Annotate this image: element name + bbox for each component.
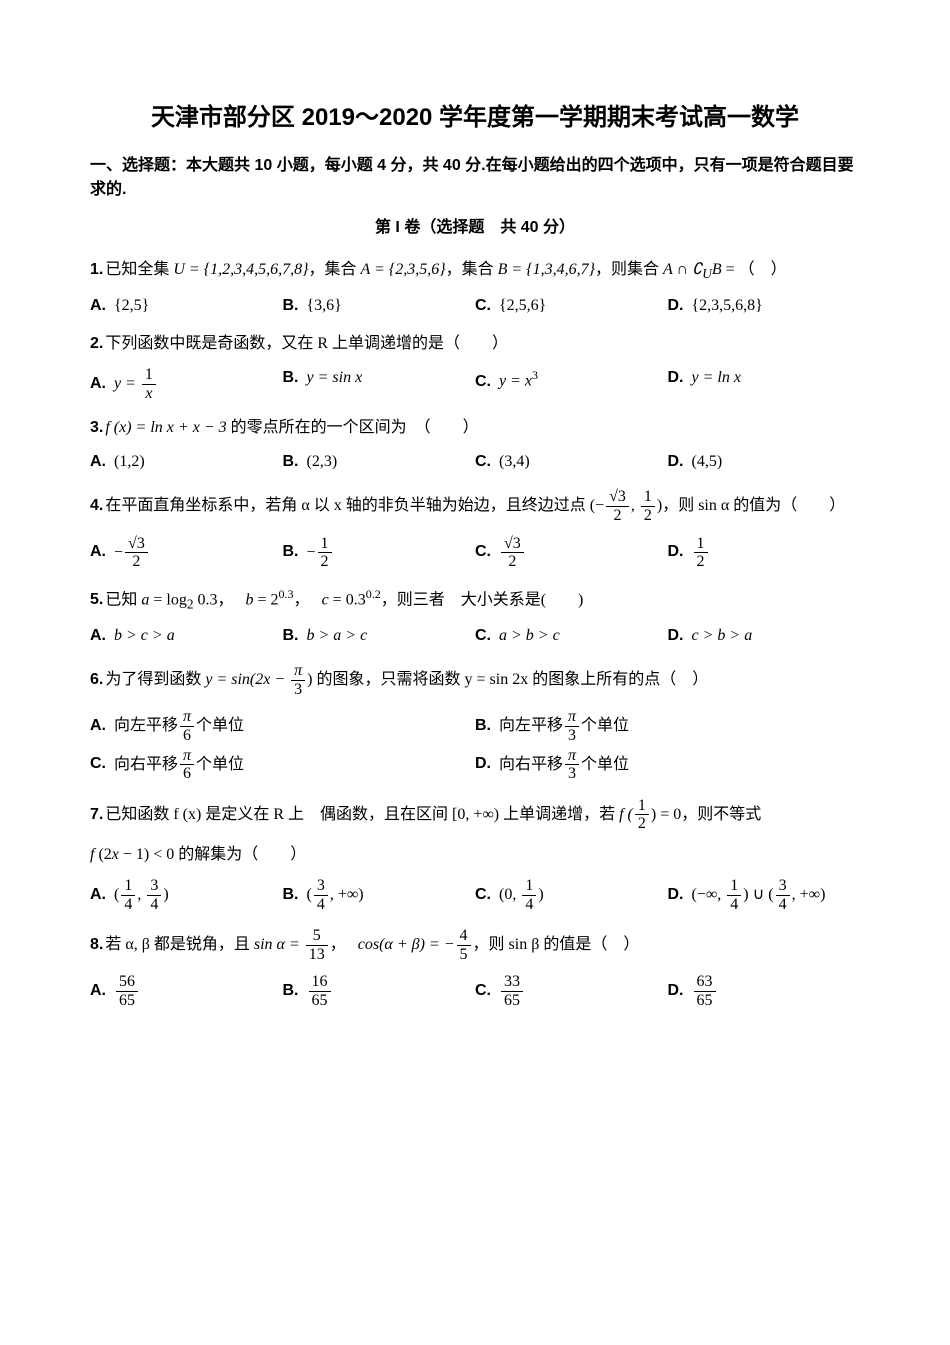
q4-opt-c: C. √32 [475,535,668,571]
q1-opt-d: D. {2,3,5,6,8} [668,294,861,318]
q5-options: A. b > c > a B. b > a > c C. a > b > c D… [90,624,860,648]
q5-opt-b: B. b > a > c [283,624,476,648]
q2-opt-b: B. y = sin x [283,366,476,402]
q1-stem: 1.已知全集 U = {1,2,3,4,5,6,7,8}，集合 A = {2,3… [90,258,860,284]
q4-opt-b: B. −12 [283,535,476,571]
q4-opt-d: D. 12 [668,535,861,571]
q2-opt-c: C. y = x3 [475,366,668,402]
q1-options: A. {2,5} B. {3,6} C. {2,5,6} D. {2,3,5,6… [90,294,860,318]
q4-options: A. −√32 B. −12 C. √32 D. 12 [90,535,860,571]
q8-stem: 8.若 α, β 都是锐角，且 sin α = 513， cos(α + β) … [90,927,860,963]
q2-options: A. y = 1x B. y = sin x C. y = x3 D. y = … [90,366,860,402]
q1-opt-c: C. {2,5,6} [475,294,668,318]
q2-opt-a: A. y = 1x [90,366,283,402]
q8-num: 8. [90,936,103,953]
q5-opt-c: C. a > b > c [475,624,668,648]
q6-options-row1: A. 向左平移π6个单位 B. 向左平移π3个单位 [90,708,860,744]
q6-opt-a: A. 向左平移π6个单位 [90,708,475,744]
q7-options: A. (14, 34) B. (34, +∞) C. (0, 14) D. (−… [90,877,860,913]
q1-opt-b: B. {3,6} [283,294,476,318]
q3-opt-d: D. (4,5) [668,450,861,474]
section-1-head: 一、选择题：本大题共 10 小题，每小题 4 分，共 40 分.在每小题给出的四… [90,154,860,202]
q8-opt-a: A. 5665 [90,973,283,1009]
q5-opt-a: A. b > c > a [90,624,283,648]
q3-num: 3. [90,419,103,436]
q1-num: 1. [90,261,103,278]
q8-opt-b: B. 1665 [283,973,476,1009]
q6-num: 6. [90,671,103,688]
q7-stem: 7.已知函数 f (x) 是定义在 R 上 偶函数，且在区间 [0, +∞) 上… [90,797,860,833]
q3-stem: 3.f (x) = ln x + x − 3 的零点所在的一个区间为 （ ） [90,416,860,440]
q8-options: A. 5665 B. 1665 C. 3365 D. 6365 [90,973,860,1009]
q3-opt-c: C. (3,4) [475,450,668,474]
q4-num: 4. [90,497,103,514]
q8-opt-d: D. 6365 [668,973,861,1009]
q4-stem: 4.在平面直角坐标系中，若角 α 以 x 轴的非负半轴为始边，且终边过点 (−√… [90,488,860,524]
q2-stem: 2.下列函数中既是奇函数，又在 R 上单调递增的是（ ） [90,332,860,356]
q7-opt-c: C. (0, 14) [475,877,668,913]
q8-opt-c: C. 3365 [475,973,668,1009]
q5-opt-d: D. c > b > a [668,624,861,648]
q6-stem: 6.为了得到函数 y = sin(2x − π3) 的图象，只需将函数 y = … [90,662,860,698]
q6-opt-c: C. 向右平移π6个单位 [90,747,475,783]
q5-stem: 5.已知 a = log2 0.3， b = 20.3， c = 0.30.2，… [90,585,860,615]
part-head: 第 I 卷（选择题 共 40 分） [90,216,860,240]
q6-opt-d: D. 向右平移π3个单位 [475,747,860,783]
q6-opt-b: B. 向左平移π3个单位 [475,708,860,744]
q7-opt-a: A. (14, 34) [90,877,283,913]
q2-num: 2. [90,335,103,352]
page-title: 天津市部分区 2019～2020 学年度第一学期期末考试高一数学 [90,100,860,136]
q3-opt-a: A. (1,2) [90,450,283,474]
q5-num: 5. [90,591,103,608]
q7-num: 7. [90,806,103,823]
q1-opt-a: A. {2,5} [90,294,283,318]
q2-opt-d: D. y = ln x [668,366,861,402]
q7-opt-b: B. (34, +∞) [283,877,476,913]
q7-stem-line2: f (2x − 1) < 0 的解集为（ ） [90,843,860,867]
q4-opt-a: A. −√32 [90,535,283,571]
q3-opt-b: B. (2,3) [283,450,476,474]
q7-opt-d: D. (−∞, 14) ∪ (34, +∞) [668,877,861,913]
q3-options: A. (1,2) B. (2,3) C. (3,4) D. (4,5) [90,450,860,474]
q6-options-row2: C. 向右平移π6个单位 D. 向右平移π3个单位 [90,747,860,783]
